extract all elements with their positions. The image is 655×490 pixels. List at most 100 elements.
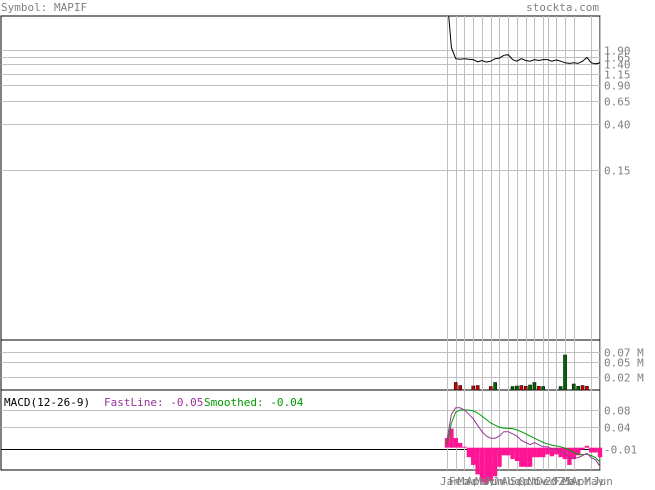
month-label: Feb <box>554 475 574 486</box>
price-tick-label: 0.40 <box>604 119 631 132</box>
macd-histogram-bar <box>597 447 603 458</box>
macd-smooth-label: Smoothed: -0.04 <box>204 396 304 409</box>
price-tick-label: 1.15 <box>604 69 631 82</box>
macd-histogram-bar <box>488 447 493 482</box>
symbol-label: Symbol: MAPIF <box>1 1 87 14</box>
month-label: Feb <box>449 475 469 486</box>
month-label: Jun <box>484 475 504 486</box>
macd-histogram-bar <box>532 447 537 458</box>
volume-bar <box>493 382 497 391</box>
macd-histogram-bar <box>541 447 546 458</box>
macd-histogram-bar <box>576 447 581 456</box>
volume-bar <box>537 386 541 391</box>
macd-histogram-bar <box>457 442 463 448</box>
price-line <box>448 16 600 65</box>
axis-labels: 1.901.651.401.150.900.650.400.150.07 M0.… <box>440 45 644 489</box>
macd-series <box>444 407 603 484</box>
macd-histogram-bar <box>567 447 572 465</box>
month-label: Apr <box>571 475 591 486</box>
volume-tick-label: 0.07 M <box>604 347 644 360</box>
macd-histogram-bar <box>497 447 502 467</box>
month-label: Jan <box>440 475 460 486</box>
site-label: stockta.com <box>526 1 599 14</box>
macd-histogram-bar <box>479 447 485 482</box>
price-tick-label: 0.15 <box>604 165 631 178</box>
volume-bar <box>585 386 589 391</box>
macd-histogram-bar <box>501 447 506 456</box>
volume-bar <box>558 386 563 391</box>
macd-histogram-bar <box>453 438 458 448</box>
macd-histogram-bar <box>492 447 498 477</box>
month-label: Nov <box>527 475 547 486</box>
macd-histogram-bar <box>584 445 590 448</box>
month-label: Mar <box>457 475 477 486</box>
volume-bar <box>576 386 580 391</box>
macd-histogram-bar <box>506 447 511 456</box>
volume-tick-label: 0.02 M <box>604 372 644 385</box>
macd-fast-label: FastLine: -0.05 <box>104 396 203 409</box>
macd-smoothed-line <box>446 409 601 463</box>
volume-bar <box>515 385 519 391</box>
volume-bar <box>458 385 462 391</box>
volume-bar <box>532 382 537 391</box>
volume-bar <box>471 385 476 391</box>
price-tick-label: 0.65 <box>604 96 631 109</box>
month-label: Apr <box>466 475 486 486</box>
macd-histogram-bar <box>514 447 520 461</box>
volume-bar <box>453 382 458 391</box>
macd-histogram-bar <box>593 447 598 453</box>
price-series <box>448 16 600 65</box>
macd-histogram-bar <box>549 447 555 457</box>
volume-bar <box>475 385 480 391</box>
macd-fast-line <box>446 407 601 467</box>
month-label: May <box>584 475 604 486</box>
macd-histogram-bar <box>571 447 576 460</box>
month-label: Oct <box>519 475 539 486</box>
volume-panel-frame <box>0 339 601 391</box>
macd-histogram-bar <box>484 447 489 484</box>
month-label: Sep <box>510 475 530 486</box>
macd-histogram-bar <box>523 447 528 467</box>
macd-tick-label: 0.04 <box>604 422 631 435</box>
month-label: Jul <box>492 475 512 486</box>
month-label: Jun <box>593 475 613 486</box>
macd-histogram-bar <box>510 447 515 460</box>
macd-histogram-bar <box>519 447 524 467</box>
month-label: Aug <box>501 475 521 486</box>
macd-histogram-bar <box>554 447 559 455</box>
price-tick-label: 1.40 <box>604 59 631 72</box>
macd-histogram-bar <box>580 447 585 450</box>
macd-histogram-bar <box>466 447 472 458</box>
volume-bar <box>528 384 532 391</box>
volume-bar <box>580 385 585 391</box>
price-tick-label: 1.90 <box>604 45 631 58</box>
macd-histogram-bar <box>558 447 563 458</box>
volume-bar <box>488 386 493 391</box>
volume-bar <box>541 386 545 391</box>
month-label: Mar <box>562 475 582 486</box>
macd-histogram-bar <box>536 447 541 458</box>
volume-series <box>453 354 589 391</box>
macd-histogram-bar <box>527 447 533 467</box>
volume-bar <box>510 386 515 391</box>
volume-bar <box>571 383 576 391</box>
month-label: May <box>475 475 495 486</box>
macd-histogram-bar <box>471 447 476 465</box>
macd-histogram-bar <box>475 447 480 475</box>
price-tick-label: 1.65 <box>604 52 631 65</box>
macd-histogram-bar <box>462 446 467 448</box>
price-tick-label: 0.90 <box>604 80 631 93</box>
volume-bar <box>563 354 567 391</box>
macd-histogram-bar <box>449 428 454 448</box>
macd-histogram-bar <box>545 447 550 455</box>
macd-tick-label: -0.01 <box>604 444 637 457</box>
grid-lines <box>1 16 601 470</box>
month-label: 2025 <box>545 475 572 486</box>
macd-title: MACD(12-26-9) <box>4 396 90 409</box>
volume-tick-label: 0.05 M <box>604 357 644 370</box>
volume-bar <box>519 385 524 391</box>
macd-histogram-bar <box>589 447 594 453</box>
volume-bar <box>523 386 528 391</box>
